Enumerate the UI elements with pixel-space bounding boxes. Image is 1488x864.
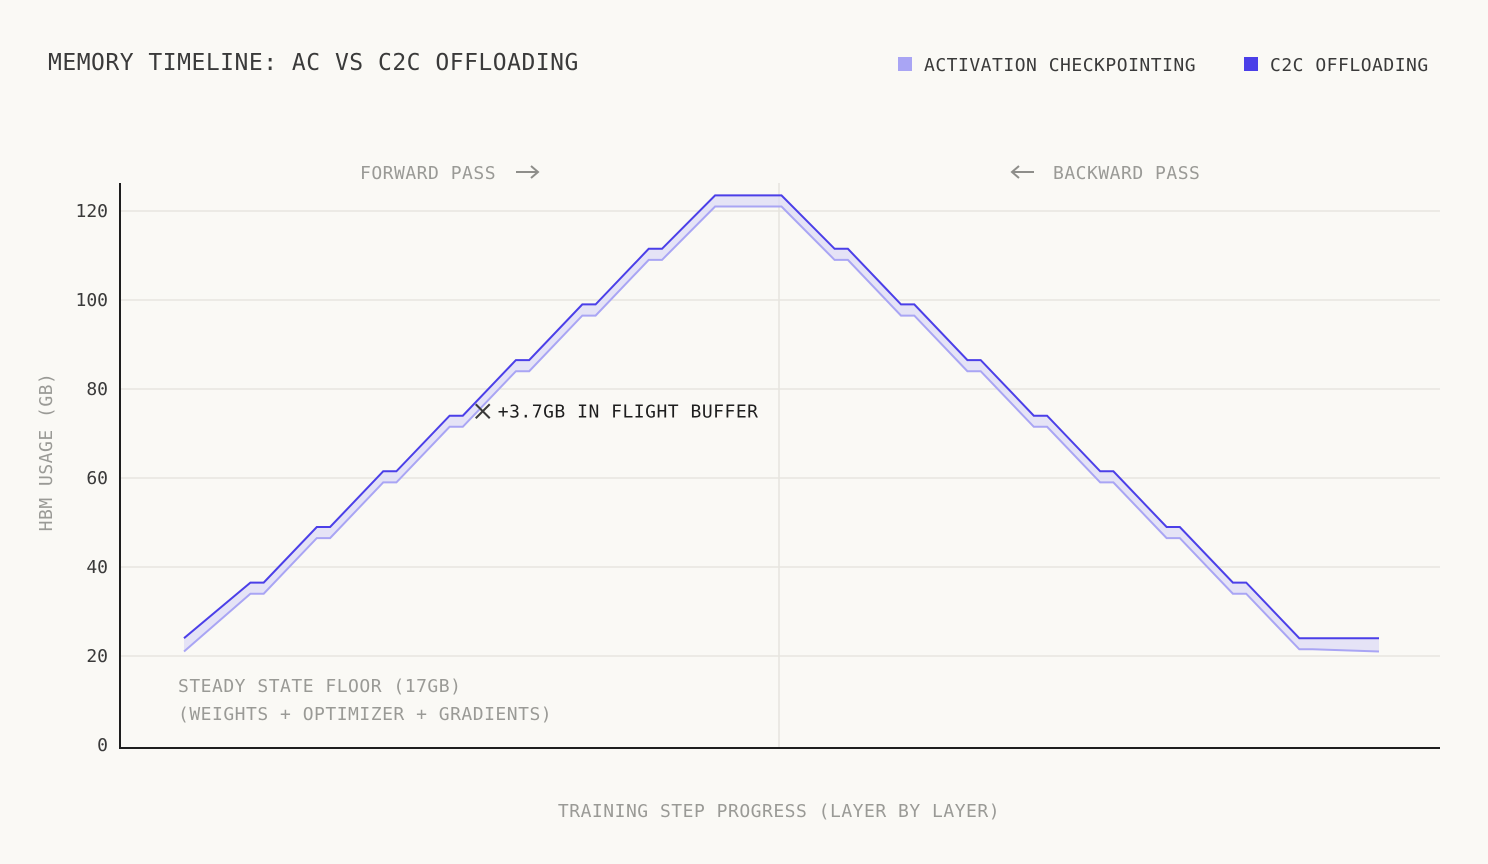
series-line-activation-checkpointing: [183, 205, 1380, 653]
y-tick-label-120: 120: [75, 201, 108, 222]
floor-note-line-2: (WEIGHTS + OPTIMIZER + GRADIENTS): [178, 704, 552, 725]
chart-title: MEMORY TIMELINE: AC VS C2C OFFLOADING: [48, 50, 579, 76]
y-tick-label-60: 60: [86, 468, 108, 489]
series-line-c2c-offloading: [183, 194, 1379, 640]
x-axis-label: TRAINING STEP PROGRESS (LAYER BY LAYER): [558, 801, 1000, 822]
forward-pass-label: FORWARD PASS: [360, 163, 496, 184]
grid-layer: [120, 210, 1440, 657]
legend-label-c2c-offloading: C2C OFFLOADING: [1270, 55, 1429, 76]
legend-label-activation-checkpointing: ACTIVATION CHECKPOINTING: [924, 55, 1196, 76]
annotation-x-marker-icon: [475, 403, 491, 419]
legend-swatch-activation-checkpointing: [898, 57, 912, 71]
series-band-fill: [184, 195, 1379, 652]
y-tick-label-0: 0: [97, 735, 108, 756]
y-axis-label: HBM USAGE (GB): [36, 373, 57, 532]
y-tick-label-40: 40: [86, 557, 108, 578]
y-tick-label-80: 80: [86, 379, 108, 400]
y-tick-label-20: 20: [86, 646, 108, 667]
legend: ACTIVATION CHECKPOINTING C2C OFFLOADING: [898, 55, 1429, 76]
y-tick-label-100: 100: [75, 290, 108, 311]
legend-swatch-c2c-offloading: [1244, 57, 1258, 71]
forward-arrow-icon: [516, 165, 540, 179]
y-tick-labels: 0 20 40 60 80 100 120: [75, 201, 108, 756]
backward-arrow-icon: [1010, 165, 1034, 179]
annotation-label: +3.7GB IN FLIGHT BUFFER: [498, 401, 759, 422]
backward-pass-label: BACKWARD PASS: [1053, 163, 1200, 184]
floor-note-line-1: STEADY STATE FLOOR (17GB): [178, 676, 461, 697]
